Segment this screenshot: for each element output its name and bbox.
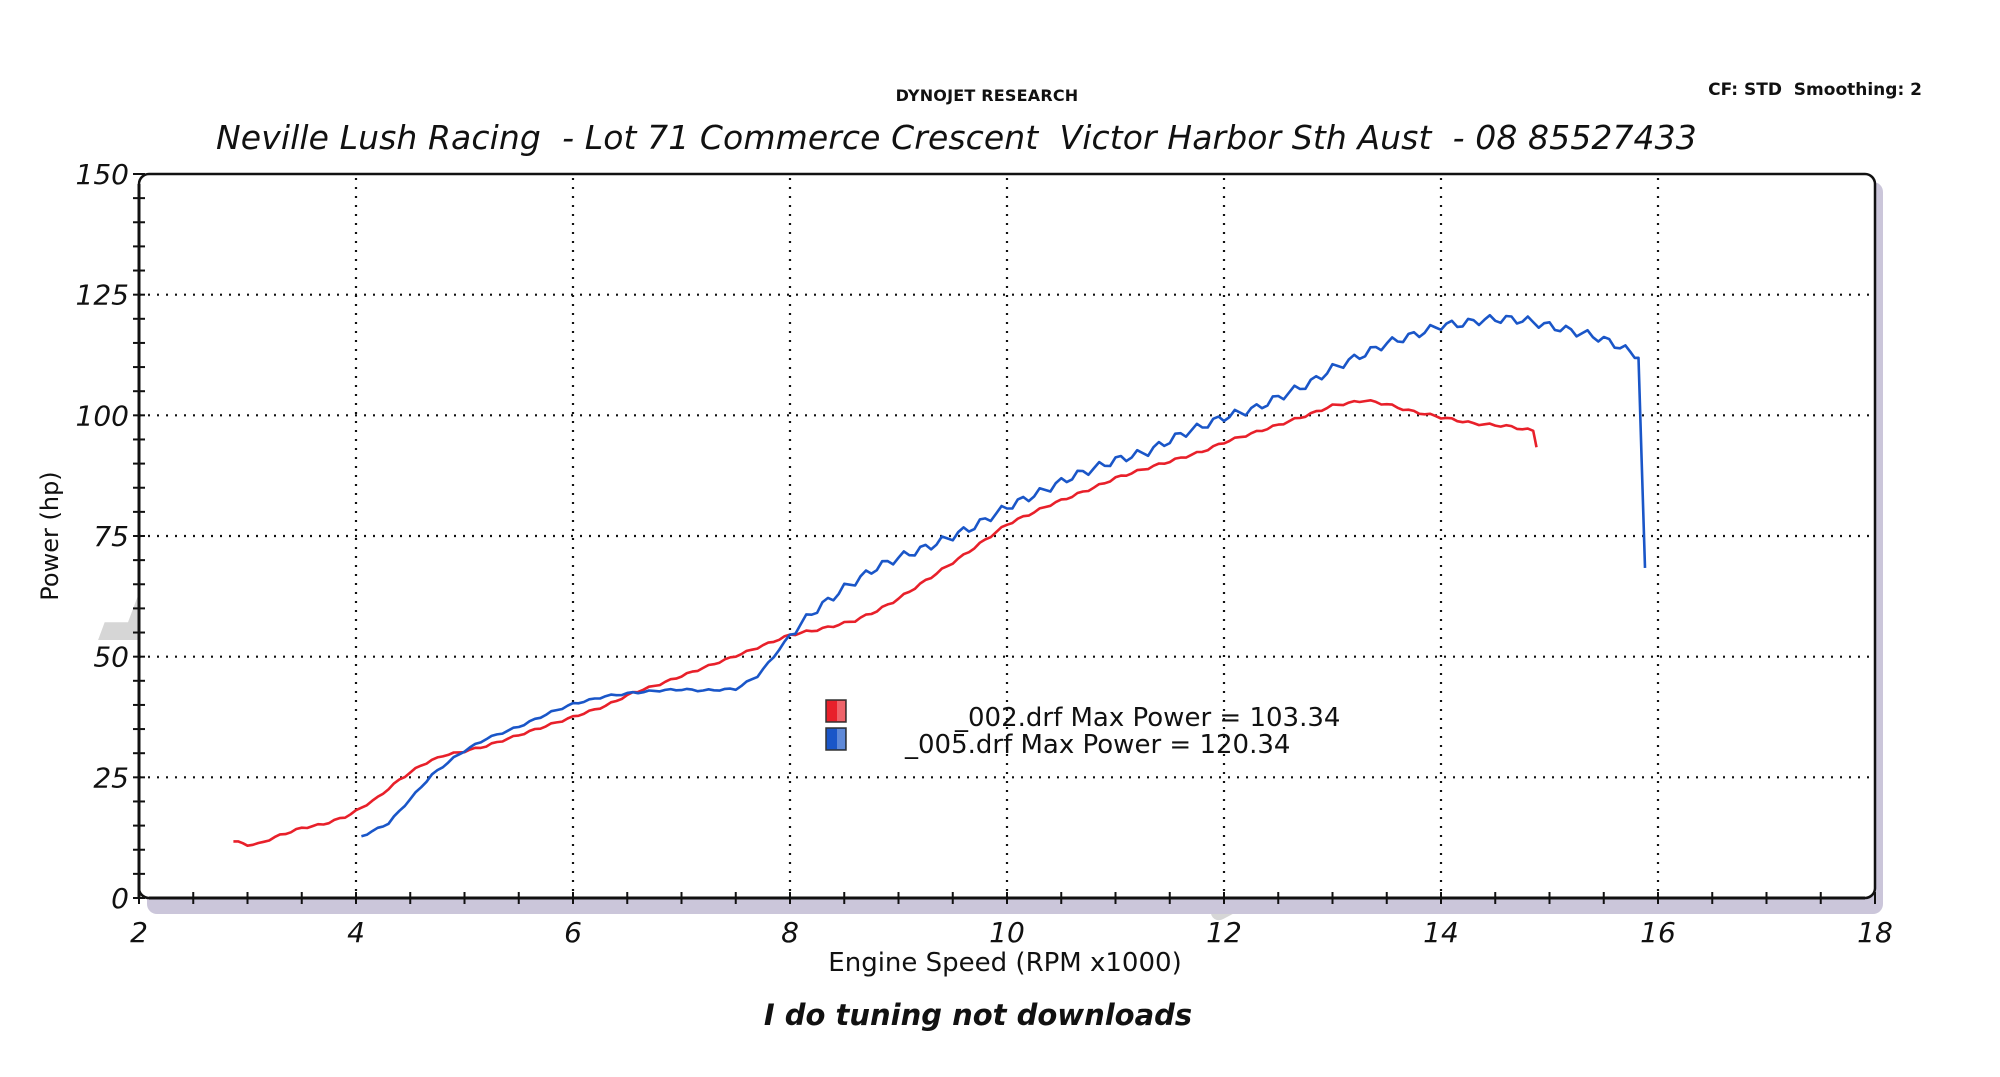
legend-label: _005.drf Max Power = 120.34 [904,730,1290,760]
x-tick-label: 4 [347,916,365,949]
y-axis-label: Power (hp) [36,471,64,601]
legend: _002.drf Max Power = 103.34_005.drf Max … [825,699,1340,760]
correction-factor-label: CF: STD Smoothing: 2 [1708,80,1922,100]
x-axis-label-text: Engine Speed (RPM x1000) [828,948,1182,978]
x-tick-label: 14 [1423,916,1459,949]
x-tick-label: 12 [1206,916,1242,949]
x-axis-label: Engine Speed (RPM x1000) [0,948,2000,978]
chart-title: Neville Lush Racing - Lot 71 Commerce Cr… [216,118,1697,157]
frame-border [137,172,1877,900]
legend-swatch-highlight [837,701,845,721]
x-tick-label: 10 [989,916,1025,949]
legend-label: _002.drf Max Power = 103.34 [954,703,1340,733]
grid-lines [139,178,1871,898]
y-tick-label: 150 [76,158,129,191]
y-tick-label: 125 [76,279,129,312]
data-series [233,313,1647,847]
footer-tagline: I do tuning not downloads [0,998,2000,1032]
axes: 0 25 50 75 100 125 150 2 4 6 8 10 12 14 16 18 [76,158,1893,949]
legend-swatch [825,699,847,723]
x-tick-label: 6 [564,916,582,949]
plot-frame [137,172,1883,914]
y-tick-label: 50 [93,641,129,674]
footer-tagline-text: I do tuning not downloads [763,998,1193,1032]
legend-swatch [825,727,847,751]
legend-swatch-highlight [837,729,845,749]
x-tick-label: 2 [130,916,148,949]
y-tick-label: 75 [93,520,129,553]
series-line-005drf [361,313,1647,838]
x-tick-label: 16 [1640,916,1676,949]
x-tick-label: 8 [781,916,799,949]
x-tick-label: 18 [1857,916,1893,949]
series-line-002drf [233,399,1538,847]
y-tick-label: 25 [93,761,129,794]
y-tick-label: 100 [76,399,129,432]
y-tick-label: 0 [111,882,129,915]
brand-text: DYNOJET RESEARCH [895,86,1079,105]
brand-label: DYNOJET RESEARCH [0,86,2000,105]
